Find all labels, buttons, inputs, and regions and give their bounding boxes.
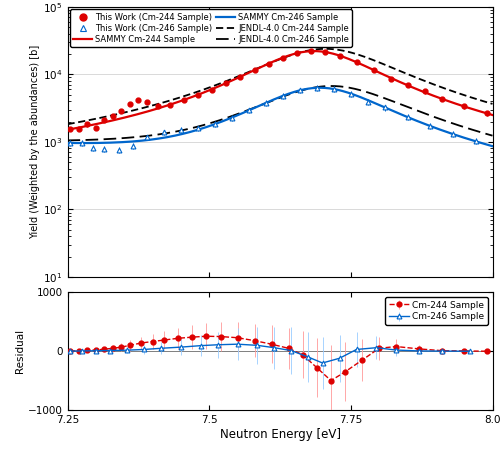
X-axis label: Neutron Energy [eV]: Neutron Energy [eV] <box>220 428 340 441</box>
Legend: This Work (Cm-244 Sample), This Work (Cm-246 Sample), SAMMY Cm-244 Sample, SAMMY: This Work (Cm-244 Sample), This Work (Cm… <box>70 10 352 47</box>
Legend: Cm-244 Sample, Cm-246 Sample: Cm-244 Sample, Cm-246 Sample <box>385 297 488 325</box>
Y-axis label: Residual: Residual <box>15 329 25 373</box>
Y-axis label: Yield (Weighted by the abundances) [b]: Yield (Weighted by the abundances) [b] <box>30 45 40 239</box>
